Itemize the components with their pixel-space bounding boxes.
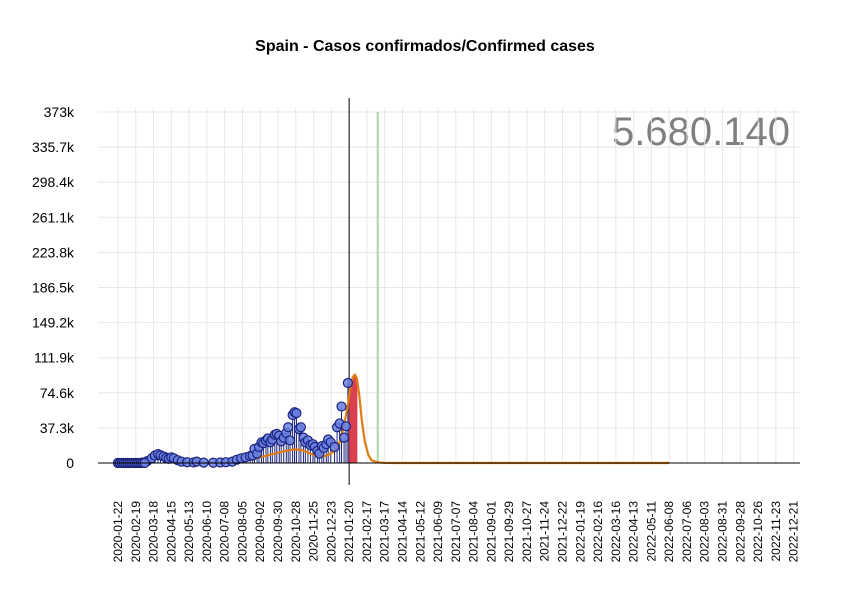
x-tick-label: 2022-09-28 — [733, 501, 747, 563]
observed-point — [342, 377, 353, 389]
chart-title: Spain - Casos confirmados/Confirmed case… — [255, 38, 595, 55]
x-tick-label: 2021-05-12 — [413, 501, 427, 563]
x-tick-label: 2021-01-20 — [342, 501, 356, 563]
x-tick-label: 2021-08-04 — [467, 501, 481, 563]
x-tick-label: 2020-03-18 — [147, 501, 161, 563]
y-tick-label: 149.2k — [32, 315, 75, 331]
y-tick-label: 111.9k — [34, 350, 75, 366]
x-tick-label: 2022-03-16 — [609, 501, 623, 563]
x-tick-label: 2020-02-19 — [129, 501, 143, 563]
x-tick-label: 2021-12-22 — [556, 501, 570, 563]
y-tick-label: 0 — [66, 455, 74, 471]
x-tick-label: 2020-11-25 — [307, 501, 321, 562]
grid-lines — [98, 108, 800, 464]
x-tick-label: 2021-11-24 — [538, 501, 552, 562]
x-tick-label: 2021-02-17 — [360, 501, 374, 563]
x-tick-label: 2022-12-21 — [787, 501, 801, 563]
observed-point — [284, 435, 296, 446]
x-tick-label: 2021-10-27 — [520, 501, 534, 563]
x-tick-label: 2021-09-01 — [484, 501, 498, 563]
x-tick-label: 2020-08-05 — [235, 501, 249, 563]
x-tick-label: 2022-07-06 — [680, 501, 694, 563]
x-tick-label: 2020-01-22 — [111, 501, 125, 563]
chart-marks — [112, 98, 670, 485]
x-tick-label: 2022-01-19 — [573, 501, 587, 563]
fit-curve-line — [117, 373, 670, 465]
x-axis-ticks: 2020-01-22 2020-02-19 2020-03-18 2020-04-15… — [111, 501, 801, 563]
x-tick-label: 2020-09-30 — [271, 501, 285, 563]
x-tick-label: 2021-06-09 — [431, 501, 445, 563]
observed-point — [338, 432, 350, 443]
observed-point — [295, 422, 306, 433]
observed-point — [340, 421, 352, 432]
x-tick-label: 2022-08-31 — [716, 501, 730, 563]
y-tick-label: 373k — [44, 104, 75, 120]
x-tick-label: 2021-03-17 — [378, 501, 392, 563]
x-tick-label: 2020-04-15 — [164, 501, 178, 563]
x-tick-label: 2022-04-13 — [627, 501, 641, 563]
x-tick-label: 2022-10-26 — [751, 501, 765, 563]
x-tick-label: 2022-02-16 — [591, 501, 605, 563]
observed-point — [329, 441, 340, 453]
x-tick-label: 2021-04-14 — [395, 501, 409, 563]
x-tick-label: 2021-07-07 — [449, 501, 463, 563]
y-axis-ticks: 0 37.3k 74.6k 111.9k 149.2k 186.5k 223.8k 261.1… — [32, 104, 75, 471]
x-tick-label: 2022-06-08 — [662, 501, 676, 563]
x-tick-label: 2022-11-23 — [769, 501, 783, 562]
y-tick-label: 223.8k — [32, 244, 75, 260]
x-tick-label: 2021-09-29 — [502, 501, 516, 563]
y-tick-label: 37.3k — [40, 420, 75, 436]
x-tick-label: 2020-12-23 — [324, 501, 338, 563]
x-tick-label: 2020-05-13 — [182, 501, 196, 563]
x-tick-label: 2022-08-03 — [698, 501, 712, 563]
x-tick-label: 2020-06-10 — [200, 501, 214, 563]
observed-point — [283, 422, 294, 433]
y-tick-label: 335.7k — [32, 139, 75, 155]
observed-point — [336, 401, 347, 412]
x-tick-label: 2020-07-08 — [218, 501, 232, 563]
y-tick-label: 298.4k — [32, 174, 75, 190]
y-tick-label: 186.5k — [32, 280, 75, 296]
observed-point — [291, 408, 302, 419]
y-tick-label: 261.1k — [32, 209, 75, 225]
x-tick-label: 2022-05-11 — [644, 501, 658, 562]
y-tick-label: 74.6k — [40, 385, 75, 401]
x-tick-label: 2020-10-28 — [289, 501, 303, 563]
x-tick-label: 2020-09-02 — [253, 501, 267, 563]
